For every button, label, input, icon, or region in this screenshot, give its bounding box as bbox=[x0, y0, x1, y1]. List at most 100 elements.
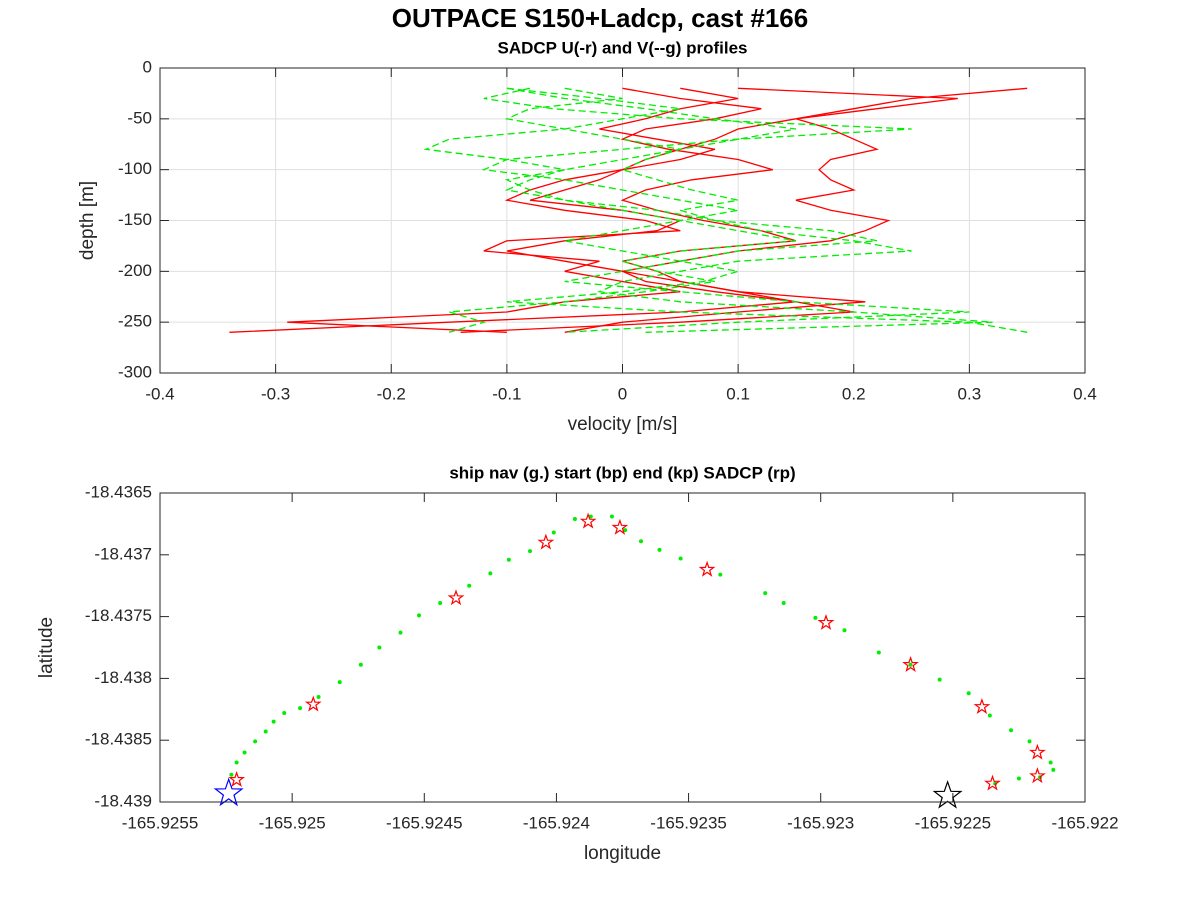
y-tick-label: -250 bbox=[118, 312, 152, 331]
y-tick-label: -18.4375 bbox=[85, 606, 152, 625]
nav-point bbox=[377, 645, 382, 650]
y-tick-label: -100 bbox=[118, 159, 152, 178]
profile-line bbox=[481, 87, 1028, 333]
star-marker bbox=[932, 779, 963, 809]
chart-title: SADCP U(-r) and V(--g) profiles bbox=[498, 38, 748, 57]
nav-point bbox=[438, 601, 443, 606]
x-tick-label: 0.2 bbox=[842, 384, 866, 403]
x-axis-label: longitude bbox=[584, 843, 661, 864]
nav-point bbox=[467, 583, 472, 588]
x-tick-label: 0.4 bbox=[1073, 384, 1097, 403]
nav-point bbox=[263, 729, 268, 734]
nav-point bbox=[842, 628, 847, 633]
star-marker bbox=[817, 613, 835, 630]
axes-box bbox=[159, 492, 1086, 803]
nav-point bbox=[876, 650, 881, 655]
x-tick-label: -165.9235 bbox=[650, 813, 727, 832]
x-tick-label: 0.1 bbox=[726, 384, 750, 403]
nav-point bbox=[242, 750, 247, 755]
profile-line bbox=[448, 87, 797, 333]
x-tick-label: 0.3 bbox=[958, 384, 982, 403]
nav-point bbox=[657, 547, 662, 552]
nav-point bbox=[229, 772, 234, 777]
star-marker bbox=[228, 770, 246, 787]
x-tick-label: -0.4 bbox=[145, 384, 174, 403]
nav-point bbox=[298, 706, 303, 711]
nav-point bbox=[937, 677, 942, 682]
chart-title: ship nav (g.) start (bp) end (kp) SADCP … bbox=[449, 463, 795, 482]
x-tick-label: -165.924 bbox=[523, 813, 590, 832]
star-marker bbox=[447, 589, 465, 606]
nav-point bbox=[763, 591, 768, 596]
y-tick-label: -18.437 bbox=[94, 544, 152, 563]
x-tick-label: -0.1 bbox=[492, 384, 521, 403]
axes-box bbox=[159, 67, 1086, 374]
profile-line bbox=[460, 87, 958, 333]
y-tick-label: -18.4365 bbox=[85, 482, 152, 501]
nav-point bbox=[271, 719, 276, 724]
nav-point bbox=[1051, 767, 1056, 772]
nav-point bbox=[282, 711, 287, 716]
y-tick-label: -200 bbox=[118, 261, 152, 280]
nav-point bbox=[528, 549, 532, 554]
nav-point bbox=[417, 613, 421, 618]
y-axis-label: latitude bbox=[36, 617, 57, 678]
nav-point bbox=[234, 760, 239, 765]
nav-point bbox=[609, 514, 614, 519]
star-marker bbox=[537, 533, 555, 550]
x-tick-label: -165.9245 bbox=[386, 813, 463, 832]
nav-point bbox=[623, 528, 628, 533]
nav-point bbox=[1016, 776, 1021, 781]
star-marker bbox=[698, 560, 716, 577]
plot-area bbox=[160, 493, 1085, 802]
nav-point bbox=[639, 539, 643, 544]
y-axis-label: depth [m] bbox=[77, 181, 98, 260]
y-tick-label: -18.439 bbox=[94, 791, 152, 810]
figure-title: OUTPACE S150+Ladcp, cast #166 bbox=[392, 3, 808, 33]
nav-point bbox=[316, 694, 321, 699]
y-tick-label: -150 bbox=[118, 210, 152, 229]
x-tick-label: -165.9255 bbox=[122, 813, 199, 832]
nav-point bbox=[987, 713, 992, 718]
star-marker bbox=[973, 697, 991, 715]
x-tick-label: -0.3 bbox=[261, 384, 290, 403]
star-marker bbox=[1029, 743, 1046, 760]
y-tick-label: -18.438 bbox=[94, 668, 152, 687]
star-marker bbox=[1029, 767, 1046, 784]
x-tick-label: -165.925 bbox=[259, 813, 326, 832]
nav-point bbox=[551, 530, 556, 535]
nav-point bbox=[358, 662, 363, 667]
nav-point bbox=[337, 680, 342, 685]
star-marker bbox=[611, 518, 629, 535]
x-tick-label: 0 bbox=[618, 384, 627, 403]
nav-point bbox=[506, 557, 511, 562]
x-tick-label: -165.922 bbox=[1051, 813, 1118, 832]
profile-line bbox=[287, 87, 739, 333]
nav-point bbox=[488, 571, 493, 576]
nav-point bbox=[813, 615, 818, 620]
y-tick-label: -18.4385 bbox=[85, 730, 152, 749]
nav-point bbox=[678, 556, 683, 561]
nav-point bbox=[572, 516, 577, 521]
nav-point bbox=[1009, 728, 1013, 733]
star-marker bbox=[304, 695, 322, 712]
star-marker bbox=[902, 655, 919, 673]
profile-line bbox=[506, 87, 993, 333]
nav-point bbox=[253, 739, 258, 744]
nav-point bbox=[1048, 760, 1053, 765]
nav-point bbox=[718, 572, 723, 577]
nav-point bbox=[398, 630, 403, 635]
nav-point bbox=[1027, 739, 1032, 744]
x-axis-label: velocity [m/s] bbox=[568, 414, 678, 435]
nav-point bbox=[908, 662, 913, 667]
nav-point bbox=[966, 691, 971, 696]
y-tick-label: -300 bbox=[118, 362, 152, 381]
x-tick-label: -165.9225 bbox=[915, 813, 992, 832]
y-tick-label: 0 bbox=[143, 57, 152, 76]
nav-point bbox=[993, 781, 998, 786]
star-marker bbox=[984, 774, 1001, 791]
x-tick-label: -165.923 bbox=[787, 813, 854, 832]
nav-point bbox=[781, 601, 786, 606]
y-tick-label: -50 bbox=[127, 108, 152, 127]
